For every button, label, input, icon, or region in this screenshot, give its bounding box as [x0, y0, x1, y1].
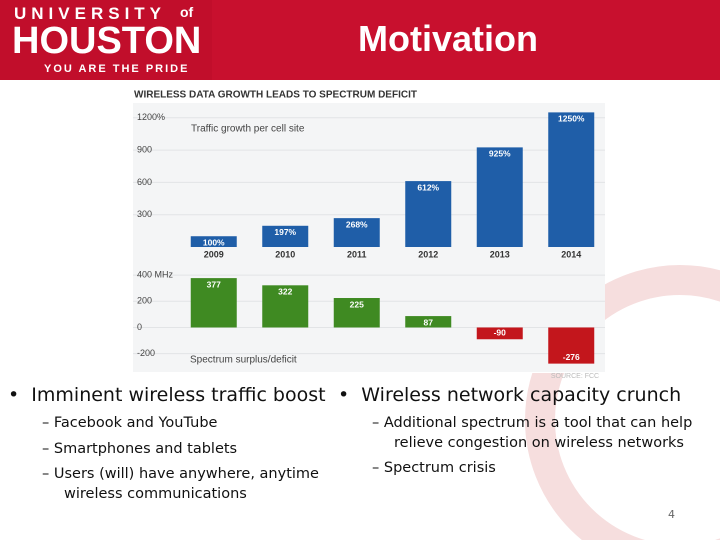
university: UNIVERSITY [14, 4, 167, 23]
bar [548, 327, 595, 364]
bar [333, 218, 380, 247]
x-tick-label: 2011 [347, 249, 367, 259]
sub-bullet: – Additional spectrum is a tool that can… [372, 415, 693, 451]
of: of [180, 4, 194, 20]
bar [548, 112, 595, 247]
value-label: 87 [424, 317, 434, 327]
y-tick-label: -200 [137, 348, 155, 358]
y-tick-label: 600 [137, 177, 152, 187]
sub-bullet-text: Additional spectrum is a tool that can h… [383, 415, 693, 451]
y-tick-label: 300 [137, 209, 152, 219]
x-tick-label: 2013 [490, 249, 510, 259]
x-tick-label: 2014 [561, 249, 581, 259]
value-label: 1250% [558, 114, 585, 124]
bar [190, 278, 237, 328]
sub-bullet: – Spectrum crisis [372, 460, 496, 477]
value-label: 322 [278, 287, 292, 297]
bar [262, 225, 309, 247]
bullet-text: • Imminent wireless traffic boost [8, 384, 326, 406]
bullet-right: • Wireless network capacity crunch – Add… [338, 384, 708, 479]
seal [525, 265, 720, 540]
sub-bullet: – Users (will) have anywhere, anytime wi… [42, 466, 319, 502]
y-tick-label: 900 [137, 144, 152, 154]
x-tick-label: 2009 [204, 249, 224, 259]
chart-subtitle: Traffic growth per cell site [191, 124, 305, 135]
tagline: YOU ARE THE PRIDE [44, 63, 190, 75]
page-number: 4 [668, 508, 675, 521]
bullet-left: • Imminent wireless traffic boost – Face… [8, 384, 338, 504]
sub-bullet-text: Spectrum crisis [383, 460, 496, 477]
sub-bullet: – Facebook and YouTube [42, 415, 218, 431]
value-label: 100% [203, 237, 225, 247]
bullet: Imminent wireless traffic boost [31, 384, 326, 406]
y-tick-label: 0 [137, 322, 142, 332]
bullet-text: • Wireless network capacity crunch [338, 384, 682, 406]
sub-bullet-text: Smartphones and tablets [53, 440, 238, 457]
bar [405, 181, 452, 247]
slide-title: Motivation [358, 18, 538, 59]
bar [190, 236, 237, 247]
bar [476, 327, 523, 340]
value-label: -276 [563, 352, 580, 362]
x-tick-label: 2010 [275, 249, 295, 259]
value-label: -90 [494, 328, 507, 338]
houston: HOUSTON [12, 20, 202, 62]
logo: UNIVERSITY of HOUSTON YOU ARE THE PRIDE [0, 0, 212, 80]
figure-title: WIRELESS DATA GROWTH LEADS TO SPECTRUM D… [134, 90, 417, 101]
value-label: 612% [417, 182, 439, 192]
sub-bullet: – Smartphones and tablets [42, 440, 238, 457]
bar [262, 285, 309, 328]
sub-bullet-text: Users (will) have anywhere, anytime wire… [53, 466, 319, 502]
bar [405, 316, 452, 328]
y-tick-label: 400 MHz [137, 269, 174, 279]
chart-subtitle: Spectrum surplus/deficit [190, 355, 297, 366]
bar [333, 298, 380, 328]
y-tick-label: 200 [137, 296, 152, 306]
bullet: Wireless network capacity crunch [361, 384, 682, 406]
value-label: 268% [346, 219, 368, 229]
value-label: 225 [350, 299, 364, 309]
value-label: 925% [489, 149, 511, 159]
bar [476, 147, 523, 247]
sub-bullet-text: Facebook and YouTube [53, 415, 218, 431]
source: SOURCE: FCC [551, 373, 599, 380]
value-label: 377 [207, 279, 221, 289]
x-tick-label: 2012 [418, 249, 438, 259]
y-tick-label: 1200% [137, 112, 165, 122]
value-label: 197% [274, 227, 296, 237]
